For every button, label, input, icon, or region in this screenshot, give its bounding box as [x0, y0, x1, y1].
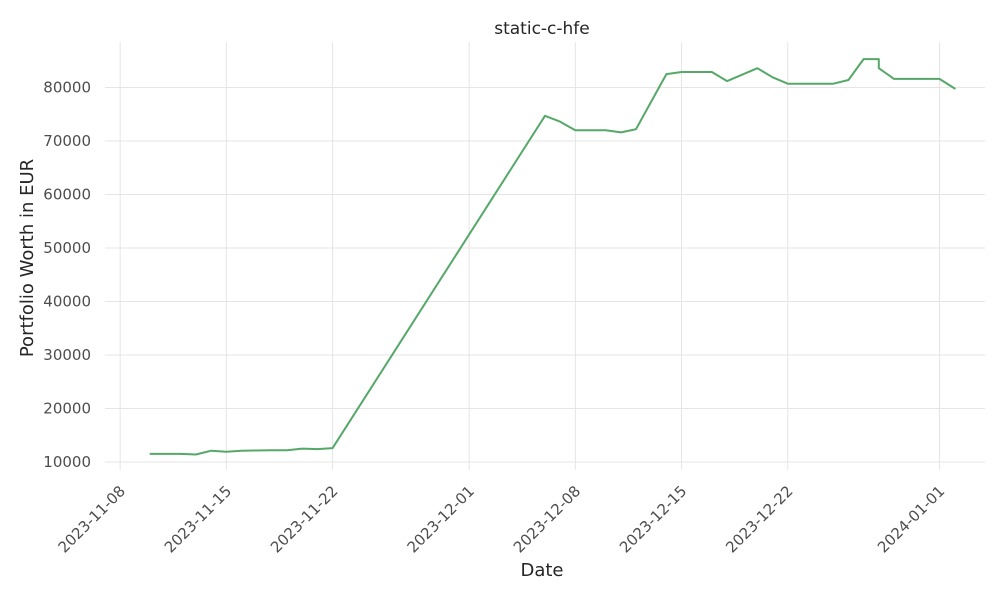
y-tick-label: 60000: [43, 185, 91, 203]
x-tick-label: 2023-12-22: [722, 482, 796, 556]
x-axis-label: Date: [520, 560, 563, 581]
y-axis-label: Portfolio Worth in EUR: [17, 159, 38, 357]
y-tick-label: 30000: [43, 346, 91, 364]
x-tick-label: 2023-12-15: [616, 482, 690, 556]
x-tick-label: 2023-12-01: [404, 482, 478, 556]
y-gridlines: [105, 86, 985, 463]
series-group: [149, 58, 956, 456]
y-tick-label: 70000: [43, 132, 91, 150]
series-line: [149, 58, 956, 456]
x-tick-label: 2023-11-15: [161, 482, 235, 556]
y-tick-label: 10000: [43, 453, 91, 471]
y-tick-labels: 10000 20000 30000 40000 50000 60000 70000 80000: [43, 78, 91, 471]
x-tick-label: 2023-12-08: [510, 482, 584, 556]
chart-title: static-c-hfe: [494, 19, 590, 39]
y-tick-label: 50000: [43, 239, 91, 257]
y-tick-label: 80000: [43, 78, 91, 96]
y-tick-label: 20000: [43, 399, 91, 417]
x-tick-label: 2023-11-08: [55, 482, 129, 556]
x-tick-label: 2024-01-01: [874, 482, 948, 556]
x-tick-labels: 2023-11-08 2023-11-15 2023-11-22 2023-12-01…: [55, 482, 949, 556]
y-tick-label: 40000: [43, 292, 91, 310]
x-gridlines: [119, 42, 940, 470]
x-tick-label: 2023-11-22: [267, 482, 341, 556]
